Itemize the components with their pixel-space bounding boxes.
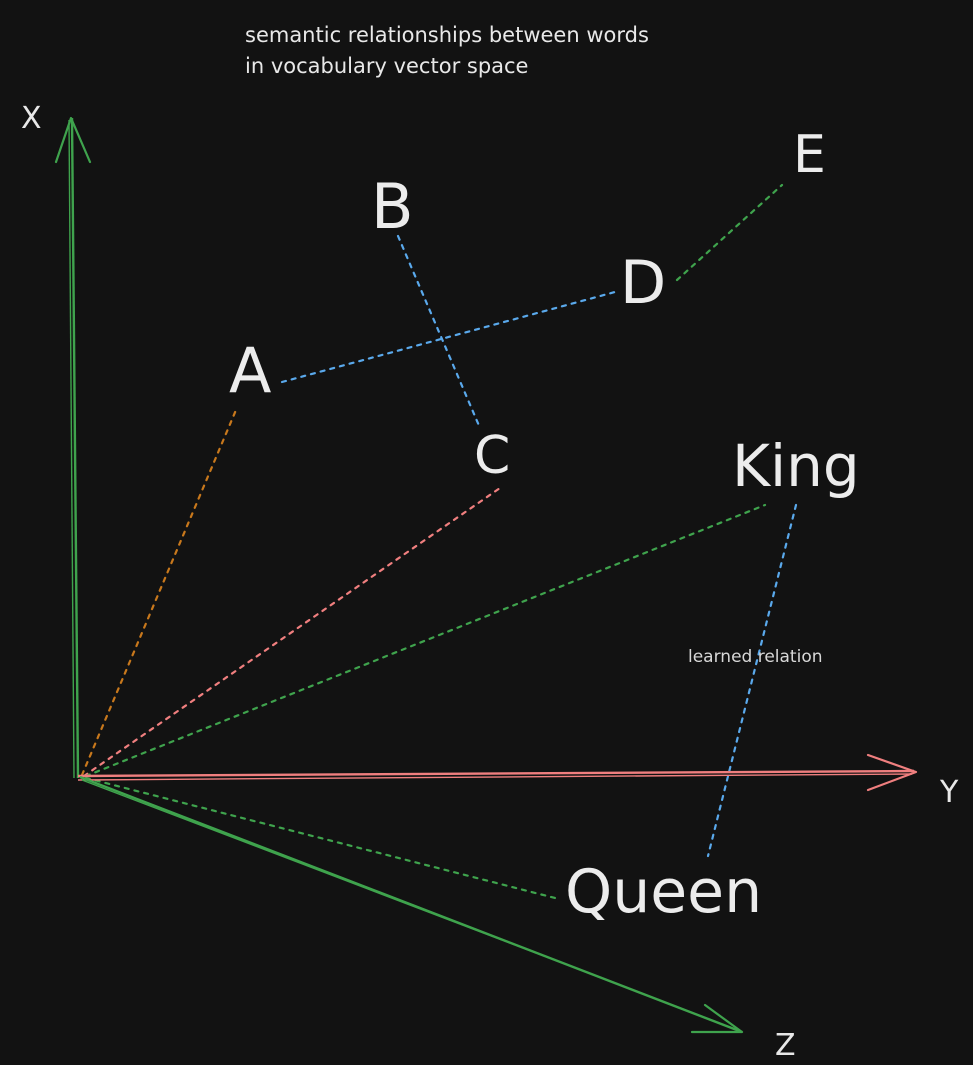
word-label-e: E [793,125,826,185]
title-line-1: semantic relationships between words [245,23,649,47]
word-label-queen: Queen [565,857,762,927]
relation-king-to-queen [706,503,798,858]
learned-relation-label: learned relation [688,647,823,667]
y-axis-arrowhead [866,753,918,792]
word-label-c: C [474,426,510,486]
word-label-d: D [620,248,666,318]
title-line-2: in vocabulary vector space [245,54,528,78]
word-label-king: King [732,432,860,500]
relation-a-to-d [280,290,617,384]
y-axis-label: Y [939,775,959,810]
word-label-b: B [371,170,414,243]
x-axis-arrowhead [54,116,92,164]
word-label-a: A [229,334,271,407]
y-axis-line [77,769,915,778]
x-axis-line [70,117,80,779]
y-axis-line-sketch [77,773,913,781]
vector-origin-to-c [82,486,502,778]
x-axis-label: X [21,101,42,136]
z-axis-label: Z [775,1028,796,1063]
z-axis-line-sketch [81,779,739,1031]
vector-origin-to-a [80,408,238,777]
relation-d-to-e [675,183,784,282]
relation-b-to-c [396,234,482,430]
x-axis-line-sketch [68,119,75,779]
z-axis-arrowhead [690,1003,744,1034]
vector-origin-to-queen [84,776,557,900]
vector-origin-to-king [84,503,767,778]
